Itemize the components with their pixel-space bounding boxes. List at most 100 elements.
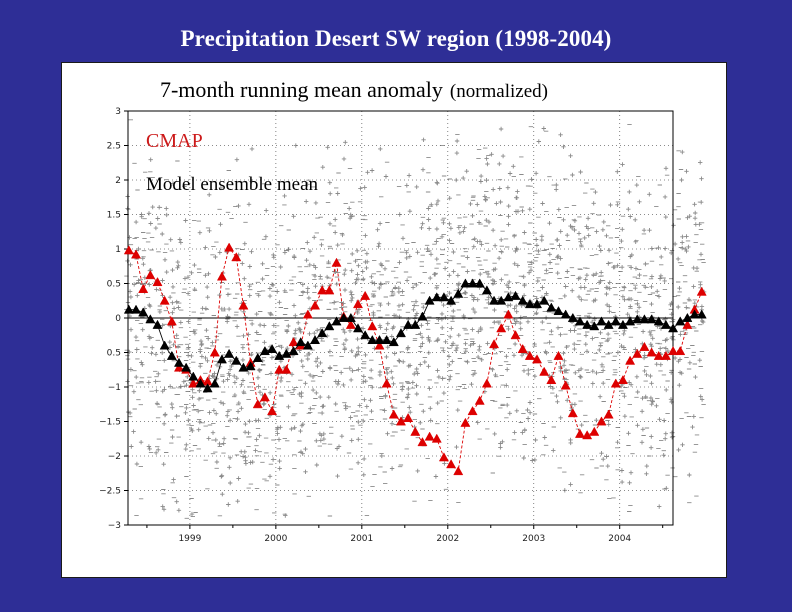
y-tick-label: 1	[115, 245, 121, 255]
model-ensemble-mean-point	[617, 319, 628, 329]
model-ensemble-mean-point	[145, 314, 156, 324]
chart: 3 2.5 2 1.5 1 0.5 0 0.5 −1 −1.5 −2 −2.5 −3 1999 2000 20…	[99, 77, 707, 544]
model-ensemble-mean-point	[653, 316, 664, 326]
model-ensemble-mean-point	[689, 309, 700, 319]
model-ensemble-mean-point	[596, 316, 607, 326]
model-ensemble-mean-point	[331, 316, 342, 326]
legend-label-model: Model ensemble mean	[146, 174, 319, 195]
model-ensemble-mean-point	[567, 312, 578, 322]
model-ensemble-mean-point	[424, 295, 435, 305]
cmap-point	[467, 406, 478, 416]
model-ensemble-mean-point	[352, 323, 364, 333]
model-ensemble-mean-point	[438, 292, 449, 302]
model-ensemble-mean-point	[123, 304, 134, 314]
model-ensemble-mean-point	[195, 378, 206, 388]
model-ensemble-mean-point	[202, 383, 213, 393]
x-tick-label: 2000	[264, 534, 287, 544]
cmap-point	[625, 355, 636, 365]
model-ensemble-mean-point	[281, 348, 292, 358]
model-ensemble-mean-point	[510, 290, 521, 300]
model-ensemble-mean-point	[410, 319, 421, 329]
cmap-point	[668, 346, 679, 356]
cmap-point	[345, 319, 356, 329]
cmap-point	[503, 309, 514, 319]
y-tick-label: 0	[115, 314, 121, 324]
model-ensemble-mean-point	[553, 305, 564, 316]
cmap-point	[403, 412, 414, 422]
cmap-point	[424, 431, 435, 441]
model-ensemble-mean-point	[503, 292, 514, 302]
cmap-point	[152, 277, 163, 287]
model-ensemble-mean-point	[138, 307, 149, 317]
cmap-point	[531, 354, 543, 364]
cmap-point	[317, 285, 328, 295]
y-tick-label: −1	[108, 383, 121, 393]
model-ensemble-mean-point	[238, 362, 249, 372]
cmap-point	[517, 343, 528, 353]
model-ensemble-mean-point	[524, 299, 535, 309]
x-tick-label: 1999	[178, 534, 201, 544]
cmap-point	[209, 347, 220, 357]
model-ensemble-mean-point	[460, 278, 471, 288]
cmap-point	[632, 348, 643, 358]
model-ensemble-mean-point	[310, 334, 321, 345]
cmap-point	[259, 392, 270, 402]
model-ensemble-mean-point	[646, 314, 657, 324]
cmap-point	[567, 408, 578, 418]
cmap-point	[123, 245, 134, 255]
cmap-point	[281, 364, 292, 374]
cmap-point	[374, 340, 385, 350]
cmap-point	[138, 283, 149, 293]
cmap-point	[410, 426, 421, 436]
model-ensemble-mean-point	[603, 319, 614, 329]
model-ensemble-mean-point	[539, 295, 550, 305]
cmap-point	[224, 242, 235, 252]
model-ensemble-mean-point	[231, 355, 242, 365]
chart-title-main: 7-month running mean anomaly	[160, 77, 443, 102]
model-ensemble-mean-point	[610, 316, 621, 326]
y-tick-label: 0.5	[107, 349, 121, 359]
chart-title: 7-month running mean anomaly (normalized)	[160, 77, 548, 102]
model-ensemble-mean-point	[295, 337, 306, 347]
cmap-point	[546, 374, 557, 385]
cmap-line	[128, 246, 703, 473]
model-ensemble-mean-point	[431, 292, 442, 302]
cmap-point	[639, 341, 650, 351]
y-tick-label: −1.5	[99, 418, 121, 428]
cmap-point	[331, 257, 342, 267]
cmap-point	[395, 416, 406, 426]
slide-title: Precipitation Desert SW region (1998-200…	[180, 26, 612, 51]
cmap-point	[188, 378, 199, 388]
model-ensemble-mean-point	[374, 334, 385, 345]
cmap-point	[310, 300, 321, 310]
cmap-point	[589, 426, 600, 436]
model-ensemble-mean-point	[574, 316, 586, 326]
axes: 3 2.5 2 1.5 1 0.5 0 0.5 −1 −1.5 −2 −2.5 −3 1999 2000 20…	[99, 107, 674, 544]
cmap-point	[539, 366, 550, 376]
cmap-point	[574, 428, 586, 438]
model-ensemble-mean-point	[560, 309, 571, 319]
y-tick-label: 2	[115, 176, 121, 186]
model-ensemble-mean-point	[152, 319, 163, 329]
model-ensemble-mean-point	[453, 288, 464, 298]
cmap-point	[274, 364, 285, 374]
model-ensemble-mean-point	[388, 337, 399, 347]
model-ensemble-mean-point	[403, 319, 414, 329]
cmap-point	[381, 378, 392, 388]
cmap-point	[560, 380, 571, 390]
y-tick-label: −3	[108, 521, 121, 531]
x-tick-label: 2002	[436, 534, 459, 544]
cmap-point	[496, 323, 507, 333]
legend-label-cmap: CMAP	[146, 130, 203, 152]
model-ensemble-mean-point	[496, 295, 507, 305]
cmap-point	[302, 309, 313, 319]
cmap-point	[453, 466, 464, 476]
y-tick-label: −2.5	[99, 487, 121, 497]
model-ensemble-mean-point	[474, 278, 485, 288]
cmap-point	[173, 362, 185, 372]
model-ensemble-mean-point	[338, 312, 349, 322]
model-ensemble-mean-point	[209, 378, 220, 388]
model-ensemble-mean-point	[467, 278, 478, 288]
cmap-point	[682, 319, 693, 329]
series	[123, 242, 707, 476]
